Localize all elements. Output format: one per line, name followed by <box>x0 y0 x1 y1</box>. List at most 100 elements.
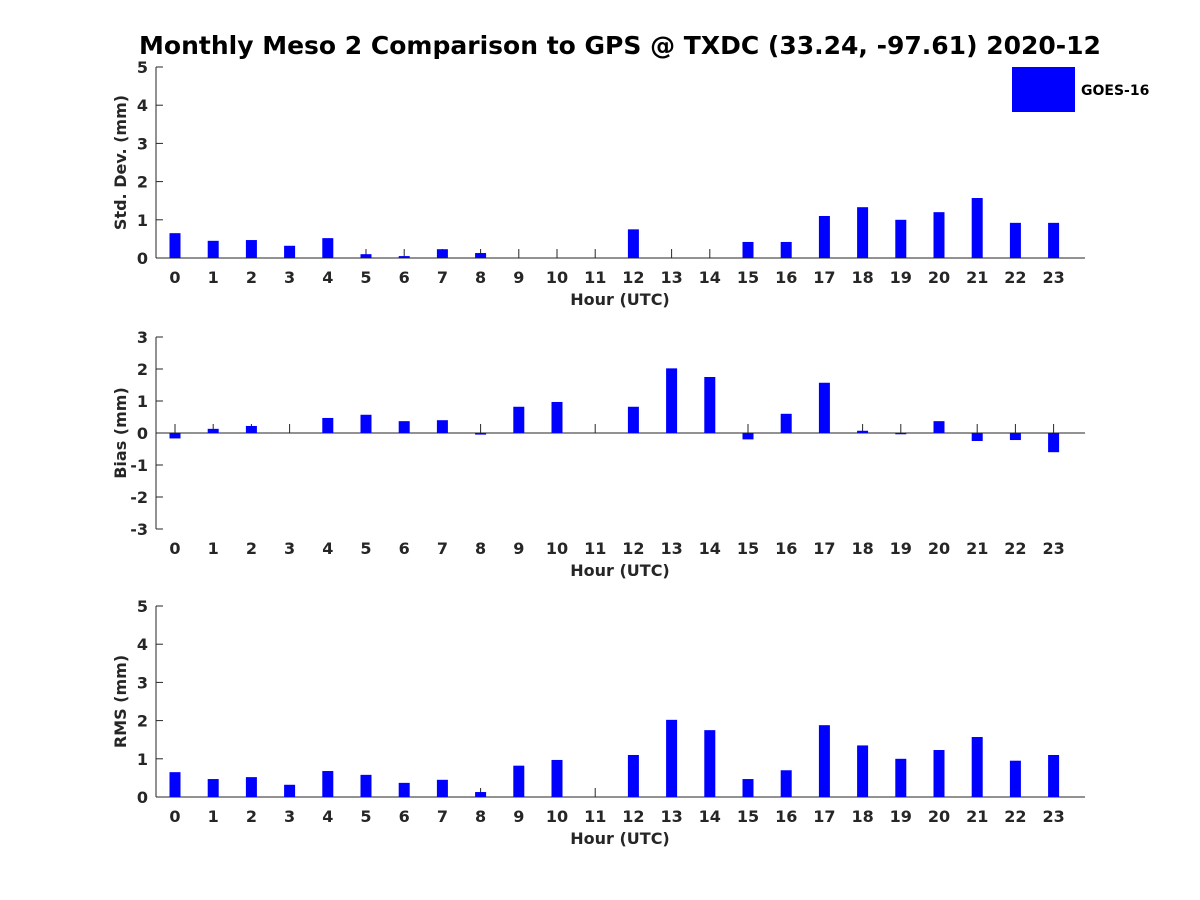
rms-bar-hour-20 <box>933 750 945 797</box>
bias-x-tick-label: 4 <box>322 539 333 558</box>
bias-bar-hour-7 <box>436 420 448 433</box>
std-dev-x-tick-label: 4 <box>322 268 333 287</box>
rms-bar-hour-3 <box>284 784 296 797</box>
rms-x-tick-label: 21 <box>966 807 988 826</box>
std-dev-x-tick-label: 2 <box>246 268 257 287</box>
std-dev-y-tick-label: 0 <box>137 249 148 268</box>
bias-bar-hour-20 <box>933 421 945 433</box>
rms-x-tick-label: 7 <box>437 807 448 826</box>
rms-bar-hour-4 <box>322 771 334 797</box>
bias-bar-hour-2 <box>245 425 257 433</box>
bias-x-tick-label: 3 <box>284 539 295 558</box>
bias-bar-hour-4 <box>322 417 334 433</box>
rms-x-axis-label: Hour (UTC) <box>570 829 670 848</box>
rms-bar-hour-10 <box>551 759 563 797</box>
std-dev-x-tick-label: 20 <box>928 268 950 287</box>
rms-x-tick-label: 5 <box>360 807 371 826</box>
bias-x-tick-label: 19 <box>890 539 912 558</box>
std-dev-bar-hour-0 <box>169 233 181 258</box>
rms-bar-hour-14 <box>704 730 716 797</box>
std-dev-bar-hour-20 <box>933 212 945 258</box>
rms-y-tick-label: 4 <box>137 635 148 654</box>
rms-bar-hour-22 <box>1009 760 1021 797</box>
bias-bar-hour-21 <box>971 433 983 441</box>
rms-x-tick-label: 13 <box>660 807 682 826</box>
rms-bar-hour-0 <box>169 772 181 797</box>
bias-bar-hour-17 <box>818 382 830 433</box>
rms-x-tick-label: 19 <box>890 807 912 826</box>
bias-x-tick-label: 7 <box>437 539 448 558</box>
std-dev-y-tick-label: 2 <box>137 173 148 192</box>
bias-bar-hour-8 <box>475 433 487 435</box>
std-dev-x-tick-label: 5 <box>360 268 371 287</box>
rms-x-tick-label: 17 <box>813 807 835 826</box>
std-dev-x-tick-label: 11 <box>584 268 606 287</box>
rms-bar-hour-17 <box>818 725 830 797</box>
std-dev-x-tick-label: 22 <box>1004 268 1026 287</box>
bias-bar-hour-13 <box>666 368 678 433</box>
bias-x-tick-label: 17 <box>813 539 835 558</box>
rms-x-tick-label: 23 <box>1042 807 1064 826</box>
rms-x-tick-label: 12 <box>622 807 644 826</box>
std-dev-x-tick-label: 15 <box>737 268 759 287</box>
std-dev-x-tick-label: 0 <box>169 268 180 287</box>
std-dev-x-tick-label: 8 <box>475 268 486 287</box>
bias-y-tick-label: 0 <box>137 424 148 443</box>
rms-x-tick-label: 3 <box>284 807 295 826</box>
std-dev-bar-hour-23 <box>1048 222 1060 258</box>
std-dev-y-tick-label: 1 <box>137 211 148 230</box>
bias-bar-hour-5 <box>360 414 372 433</box>
std-dev-x-tick-label: 18 <box>851 268 873 287</box>
bias-y-tick-label: -2 <box>130 488 148 507</box>
rms-y-tick-label: 5 <box>137 597 148 616</box>
rms-y-tick-label: 2 <box>137 712 148 731</box>
std-dev-bar-hour-12 <box>627 229 639 258</box>
bias-y-tick-label: 1 <box>137 392 148 411</box>
rms-x-tick-label: 0 <box>169 807 180 826</box>
rms-x-tick-label: 1 <box>208 807 219 826</box>
rms-y-axis-label: RMS (mm) <box>111 655 130 748</box>
std-dev-bar-hour-19 <box>895 219 907 258</box>
std-dev-bar-hour-17 <box>818 215 830 258</box>
bias-bar-hour-12 <box>627 406 639 433</box>
bias-x-tick-label: 15 <box>737 539 759 558</box>
bias-x-tick-label: 0 <box>169 539 180 558</box>
rms-x-tick-label: 4 <box>322 807 333 826</box>
bias-x-tick-label: 18 <box>851 539 873 558</box>
rms-bar-hour-7 <box>436 779 448 797</box>
bias-y-tick-label: -3 <box>130 520 148 539</box>
bias-x-tick-label: 2 <box>246 539 257 558</box>
bias-bar-hour-10 <box>551 401 563 433</box>
rms-x-tick-label: 11 <box>584 807 606 826</box>
std-dev-bar-hour-15 <box>742 241 754 258</box>
std-dev-x-tick-label: 23 <box>1042 268 1064 287</box>
std-dev-x-tick-label: 10 <box>546 268 568 287</box>
std-dev-x-tick-label: 7 <box>437 268 448 287</box>
rms-y-tick-label: 0 <box>137 788 148 807</box>
rms-bar-hour-6 <box>398 782 410 797</box>
bias-x-tick-label: 21 <box>966 539 988 558</box>
bias-x-tick-label: 1 <box>208 539 219 558</box>
bias-bar-hour-19 <box>895 433 907 435</box>
std-dev-x-tick-label: 9 <box>513 268 524 287</box>
rms-x-tick-label: 16 <box>775 807 797 826</box>
rms-x-tick-label: 9 <box>513 807 524 826</box>
std-dev-x-tick-label: 12 <box>622 268 644 287</box>
rms-y-tick-label: 1 <box>137 750 148 769</box>
rms-x-tick-label: 10 <box>546 807 568 826</box>
bias-x-tick-label: 14 <box>699 539 721 558</box>
std-dev-y-axis-label: Std. Dev. (mm) <box>111 95 130 230</box>
rms-bar-hour-9 <box>513 765 525 797</box>
bias-bar-hour-0 <box>169 433 181 439</box>
bias-bar-hour-18 <box>857 430 869 433</box>
bias-x-tick-label: 16 <box>775 539 797 558</box>
bias-x-tick-label: 23 <box>1042 539 1064 558</box>
bias-x-tick-label: 8 <box>475 539 486 558</box>
rms-bar-hour-23 <box>1048 754 1060 797</box>
rms-bar-hour-1 <box>207 779 219 797</box>
rms-bar-hour-16 <box>780 770 792 797</box>
rms-bar-hour-5 <box>360 774 372 797</box>
rms-x-tick-label: 20 <box>928 807 950 826</box>
